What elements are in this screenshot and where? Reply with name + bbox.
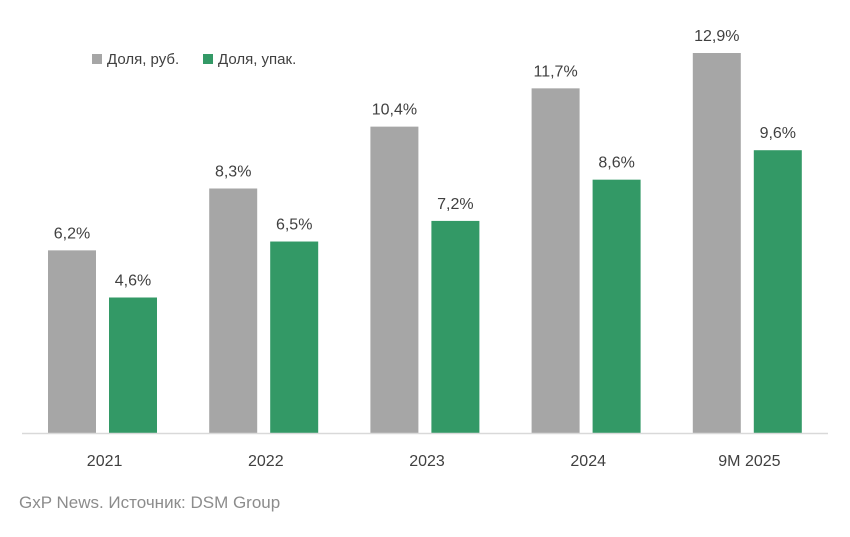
bar-pack-9m-2025 (753, 150, 802, 433)
data-label: 9,6% (760, 125, 796, 142)
bar-pack-2023 (431, 220, 480, 433)
x-tick-label: 2021 (87, 453, 123, 470)
bar-rub-2022 (209, 188, 258, 433)
bar-pack-2022 (270, 241, 319, 433)
data-label: 11,7% (534, 63, 578, 80)
x-tick-label: 9M 2025 (718, 453, 780, 470)
bar-rub-2024 (531, 88, 580, 433)
x-tick-label: 2024 (570, 453, 606, 470)
legend-swatch-rub (92, 54, 102, 64)
x-tick-label: 2023 (409, 453, 445, 470)
data-label: 12,9% (694, 28, 739, 45)
bar-pack-2024 (592, 179, 641, 433)
data-label: 6,5% (276, 217, 312, 234)
data-label: 4,6% (115, 273, 151, 290)
legend-label: Доля, упак. (218, 51, 296, 68)
data-label: 8,6% (598, 155, 634, 172)
bar-rub-2021 (48, 250, 96, 433)
source-note: GxP News. Источник: DSM Group (19, 493, 281, 512)
data-label: 10,4% (372, 102, 417, 119)
x-tick-label: 2022 (248, 453, 284, 470)
data-label: 7,2% (437, 196, 473, 213)
legend-swatch-pack (203, 54, 213, 64)
bar-pack-2021 (109, 297, 157, 433)
bar-rub-2023 (370, 126, 419, 433)
data-label: 6,2% (54, 225, 90, 242)
data-label: 8,3% (215, 164, 251, 181)
legend-label: Доля, руб. (107, 51, 179, 68)
bar-rub-9m-2025 (692, 53, 741, 433)
